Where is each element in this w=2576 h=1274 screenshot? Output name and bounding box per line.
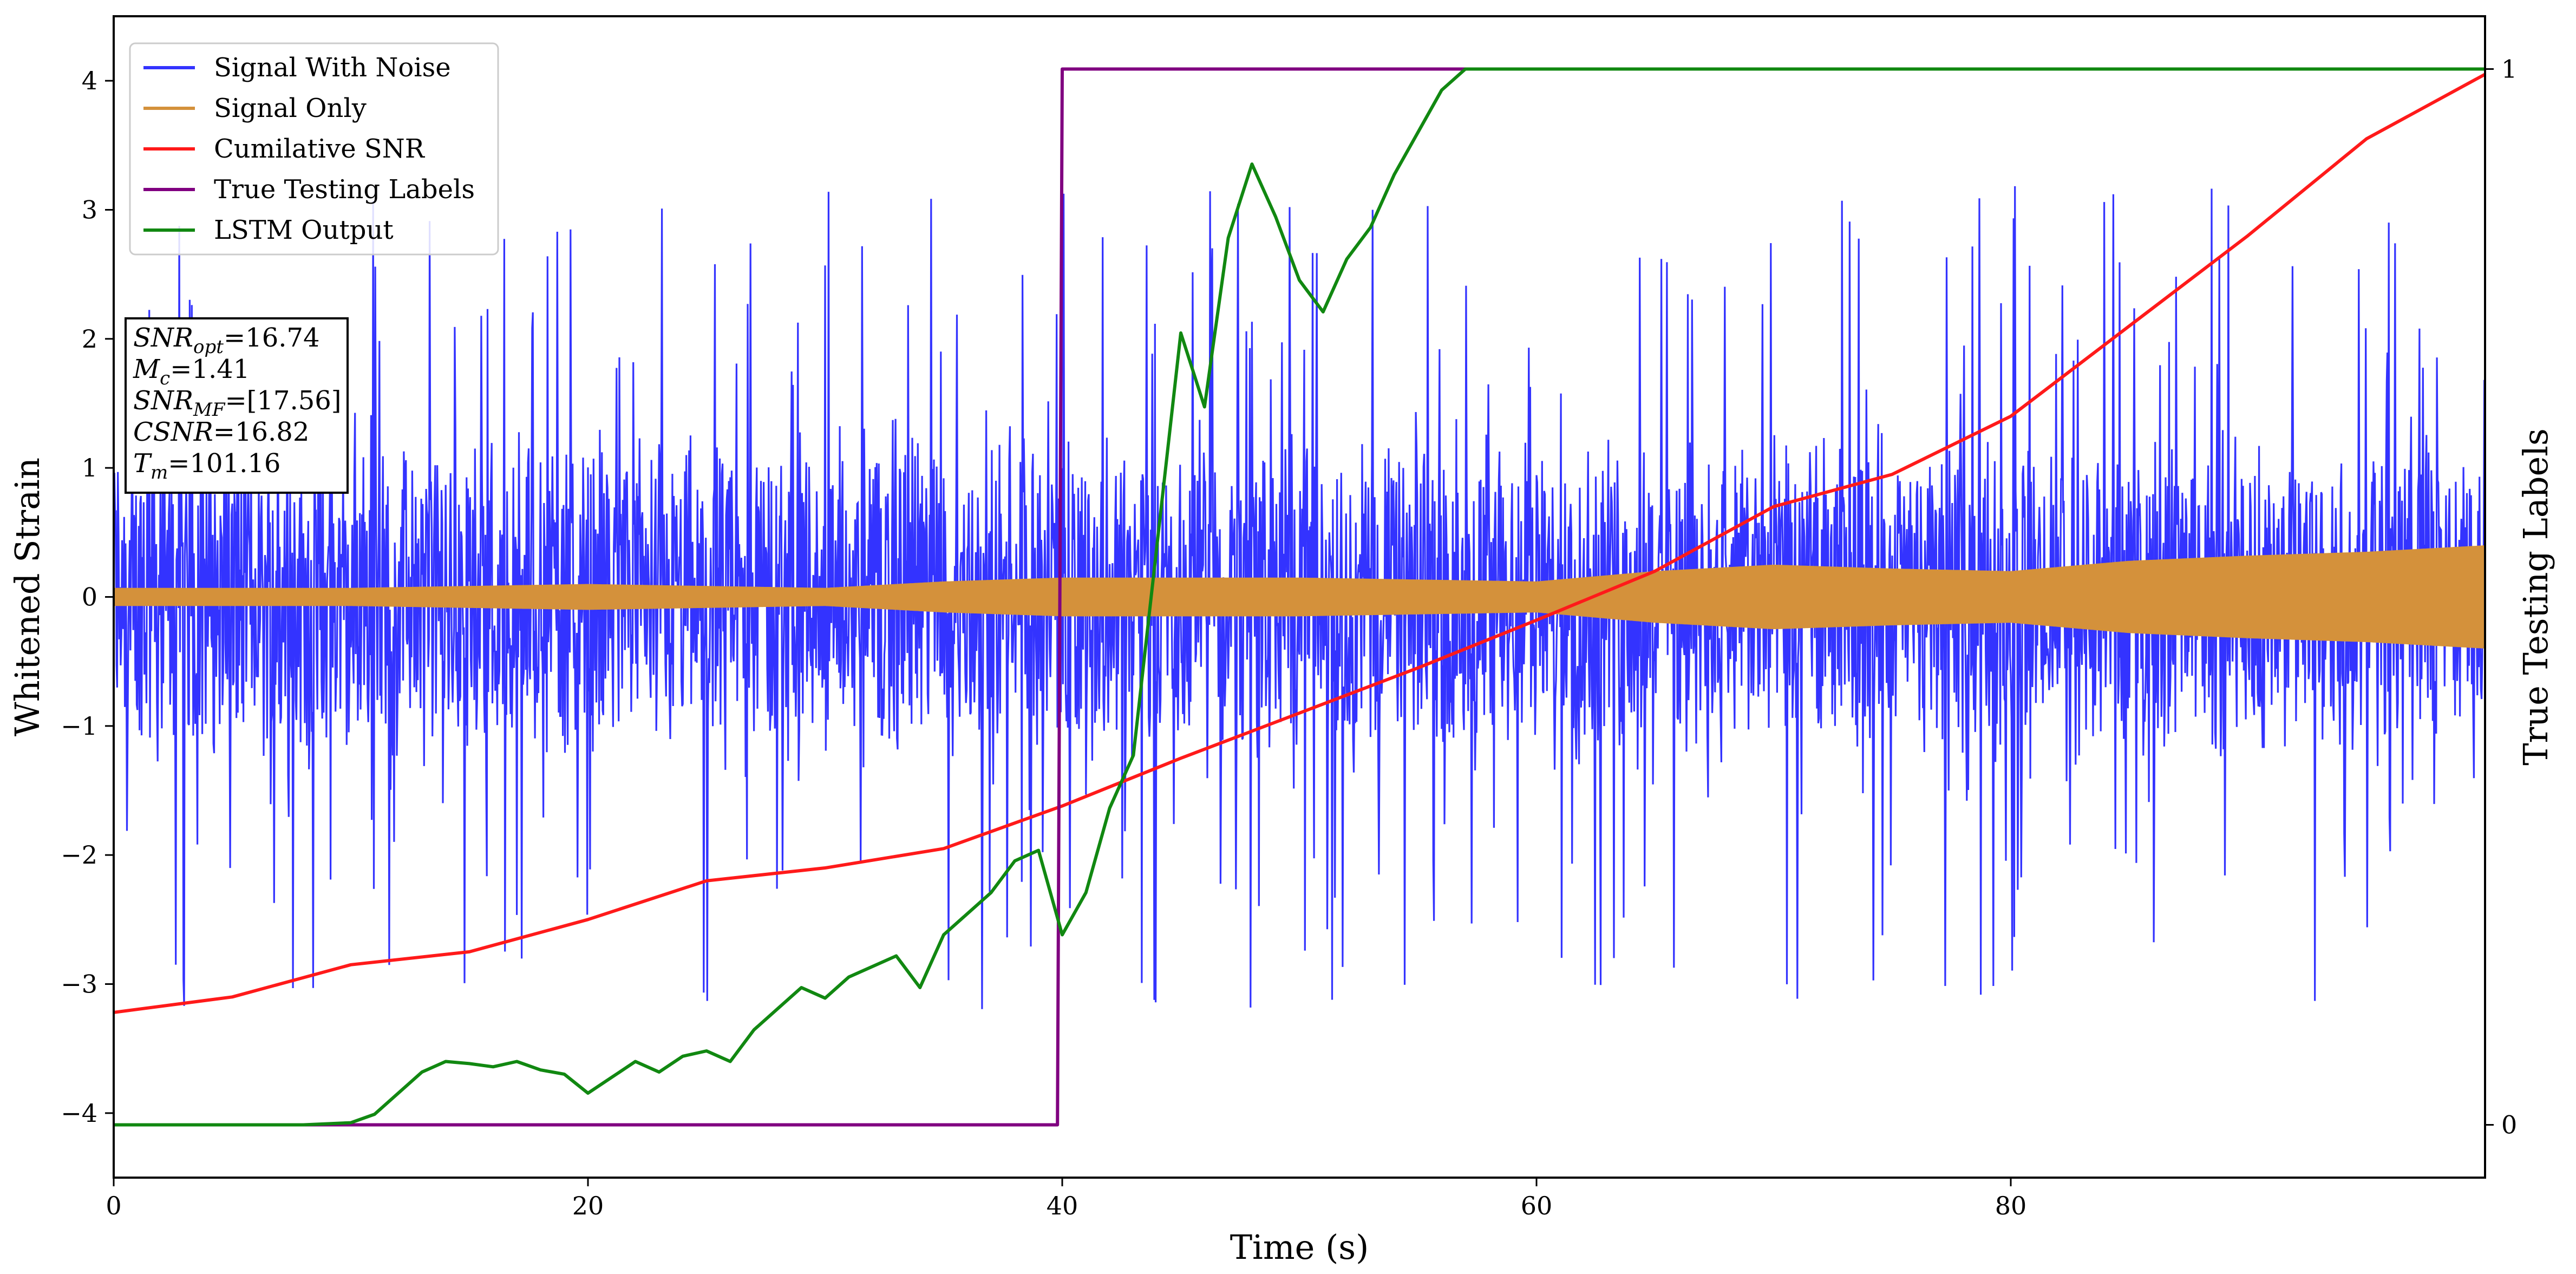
y-tick-label: 1 — [82, 453, 97, 482]
y-tick-label: −3 — [61, 970, 97, 999]
y-tick-label: −1 — [61, 711, 97, 741]
annotation-line: Tm=101.16 — [133, 448, 280, 484]
parameter-annotation-box: SNRopt=16.74Mc=1.41SNRMF=[17.56]CSNR=16.… — [125, 317, 349, 494]
annotation-line: SNRMF=[17.56] — [133, 386, 342, 421]
x-tick-label: 40 — [1047, 1191, 1078, 1220]
series-signal-with-noise — [114, 186, 2485, 1009]
x-tick-label: 60 — [1521, 1191, 1553, 1220]
series-cumulative-snr — [114, 73, 2485, 1014]
y-tick-label: 0 — [82, 583, 97, 612]
legend-entry-label: True Testing Labels — [214, 174, 475, 205]
y2-tick-label: 1 — [2501, 55, 2517, 84]
legend-entry-label: Signal With Noise — [214, 53, 451, 83]
series-lstm-output — [114, 67, 2485, 1127]
legend-entry-label: Signal Only — [214, 93, 367, 123]
y-tick-label: 2 — [82, 324, 97, 354]
y-tick-label: −2 — [61, 840, 97, 870]
series-layer — [114, 67, 2485, 1127]
annotation-frame — [125, 317, 349, 494]
annotation-line: SNRopt=16.74 — [133, 323, 320, 358]
y2-tick-label: 0 — [2501, 1110, 2517, 1140]
legend-entry-label: LSTM Output — [214, 215, 394, 245]
y-axis-label: Whitened Strain — [8, 458, 47, 736]
y-tick-label: −4 — [61, 1099, 97, 1128]
legend-frame — [129, 42, 499, 256]
y-tick-label: 4 — [82, 66, 97, 95]
legend-entry-label: Cumilative SNR — [214, 134, 426, 164]
x-tick-label: 20 — [572, 1191, 604, 1220]
y-tick-label: 3 — [82, 195, 97, 225]
x-axis-label: Time (s) — [1230, 1227, 1369, 1267]
x-tick-label: 80 — [1995, 1191, 2027, 1220]
x-tick-label: 0 — [106, 1191, 121, 1220]
annotation-line: CSNR=16.82 — [133, 417, 309, 447]
y2-axis-label: True Testing Labels — [2516, 428, 2555, 766]
series-signal-only — [114, 545, 2485, 649]
legend: Signal With Noise Signal Only Cumilative S… — [129, 42, 499, 256]
annotation-line: Mc=1.41 — [133, 354, 250, 389]
